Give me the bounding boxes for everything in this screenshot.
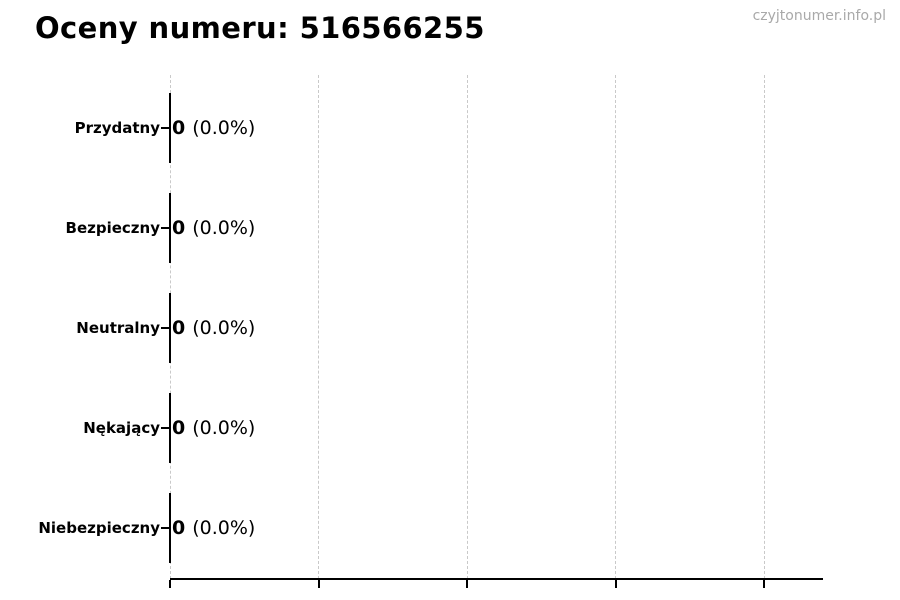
y-tick-mark [161,127,169,129]
bar-count: 0 [172,417,186,439]
chart-row-nekajacy: Nękający 0 (0.0%) [0,392,900,464]
bar-percent: (0.0%) [192,517,256,539]
bar-percent: (0.0%) [192,117,256,139]
y-tick-mark [161,527,169,529]
bar-zero-value [169,293,171,363]
bar-percent: (0.0%) [192,217,256,239]
bar-count: 0 [172,517,186,539]
bar-value-annotation: 0 (0.0%) [172,517,255,539]
x-tick-mark [466,580,468,588]
bar-value-annotation: 0 (0.0%) [172,217,255,239]
chart-title: Oceny numeru: 516566255 [35,11,485,45]
bar-zero-value [169,493,171,563]
bar-count: 0 [172,217,186,239]
bar-zero-value [169,193,171,263]
bar-value-annotation: 0 (0.0%) [172,117,255,139]
x-tick-mark [169,580,171,588]
category-label: Bezpieczny [65,219,160,237]
watermark-text: czyjtonumer.info.pl [752,8,886,24]
x-axis-line [170,578,823,580]
category-label: Przydatny [74,119,160,137]
x-tick-mark [614,580,617,588]
y-tick-mark [161,427,169,429]
bar-value-annotation: 0 (0.0%) [172,417,255,439]
bar-percent: (0.0%) [192,317,256,339]
y-tick-mark [161,327,169,329]
category-label: Neutralny [76,319,160,337]
bar-count: 0 [172,117,186,139]
bar-zero-value [169,393,171,463]
chart-row-niebezpieczny: Niebezpieczny 0 (0.0%) [0,492,900,564]
bar-value-annotation: 0 (0.0%) [172,317,255,339]
bar-count: 0 [172,317,186,339]
bar-zero-value [169,93,171,163]
x-gridline [763,75,765,579]
chart-row-neutralny: Neutralny 0 (0.0%) [0,292,900,364]
x-gridline [615,75,616,579]
y-tick-mark [161,227,169,229]
x-gridline [318,75,319,579]
x-tick-mark [317,580,320,588]
bar-percent: (0.0%) [192,417,256,439]
category-label: Nękający [83,419,160,437]
chart-row-przydatny: Przydatny 0 (0.0%) [0,92,900,164]
x-gridline [466,75,468,579]
chart-row-bezpieczny: Bezpieczny 0 (0.0%) [0,192,900,264]
x-tick-mark [763,580,765,588]
category-label: Niebezpieczny [38,519,160,537]
